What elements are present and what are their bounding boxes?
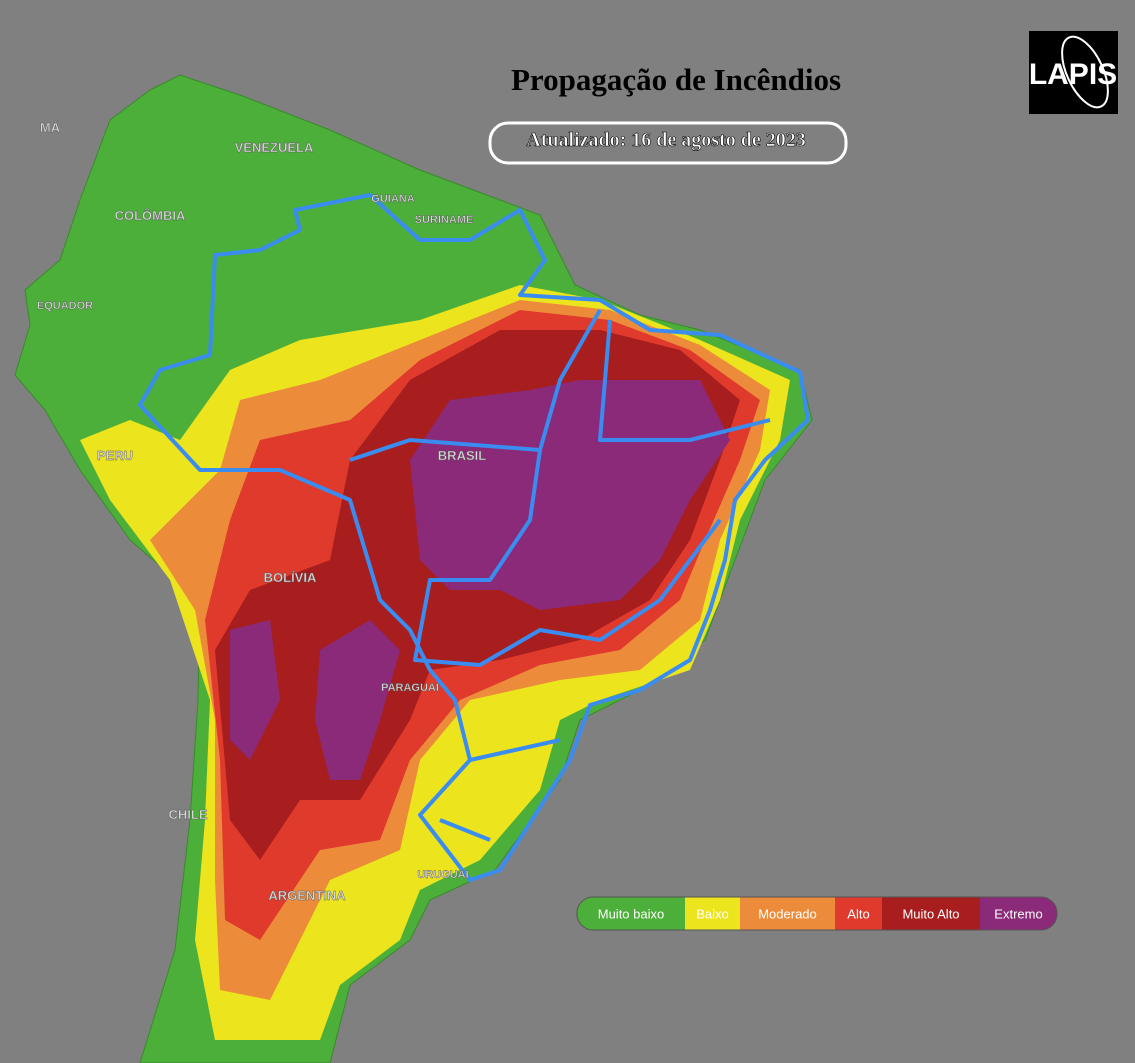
map-label: MÁ xyxy=(40,120,61,135)
zone-extreme xyxy=(315,620,400,780)
legend-label: Alto xyxy=(847,907,869,922)
legend-label: Extremo xyxy=(994,907,1042,922)
legend-swatch xyxy=(685,897,740,930)
logo-orbit xyxy=(1061,35,1109,109)
legend-frame xyxy=(576,896,1058,931)
legend-swatch xyxy=(740,897,835,930)
logo-text: LAPIS xyxy=(1029,58,1117,91)
legend-swatch xyxy=(835,897,882,930)
brazil-borders xyxy=(138,193,810,882)
logo xyxy=(1029,31,1118,114)
state-border xyxy=(598,319,771,442)
updated-date: Atualizado: 16 de agosto de 2023 xyxy=(526,129,805,151)
title: Propagação de Incêndios xyxy=(511,62,841,97)
state-border xyxy=(413,449,722,667)
legend-items xyxy=(577,897,1057,930)
legend-label: Baixo xyxy=(696,907,729,922)
updated-box xyxy=(488,121,848,165)
map-label: BRASIL xyxy=(438,448,486,463)
map-label: PARAGUAI xyxy=(381,682,439,694)
legend-swatch xyxy=(882,897,980,930)
zone-extreme xyxy=(410,380,730,610)
legend-swatch xyxy=(980,897,1057,930)
map-label: ARGENTINA xyxy=(268,888,346,903)
map-label: EQUADOR xyxy=(37,300,93,312)
map-label: COLÔMBIA xyxy=(115,208,186,223)
legend-swatch xyxy=(577,897,685,930)
map-label: GUIANA xyxy=(371,193,414,205)
map-label: BOLÍVIA xyxy=(264,570,317,585)
map-label: VENEZUELA xyxy=(235,140,314,155)
legend-label: Muito baixo xyxy=(598,907,664,922)
map-label: PERU xyxy=(97,448,133,463)
zone-extreme xyxy=(230,620,280,760)
map-label: URUGUAI xyxy=(417,869,468,881)
legend-label: Muito Alto xyxy=(902,907,959,922)
map-label: CHILE xyxy=(169,807,208,822)
legend: Muito baixo Baixo Moderado Alto Muito Alto Ex… xyxy=(576,896,1058,931)
brazil-outline xyxy=(138,193,810,882)
state-border xyxy=(439,738,561,842)
legend-label: Moderado xyxy=(758,907,817,922)
map-label: SURINAME xyxy=(415,214,474,226)
